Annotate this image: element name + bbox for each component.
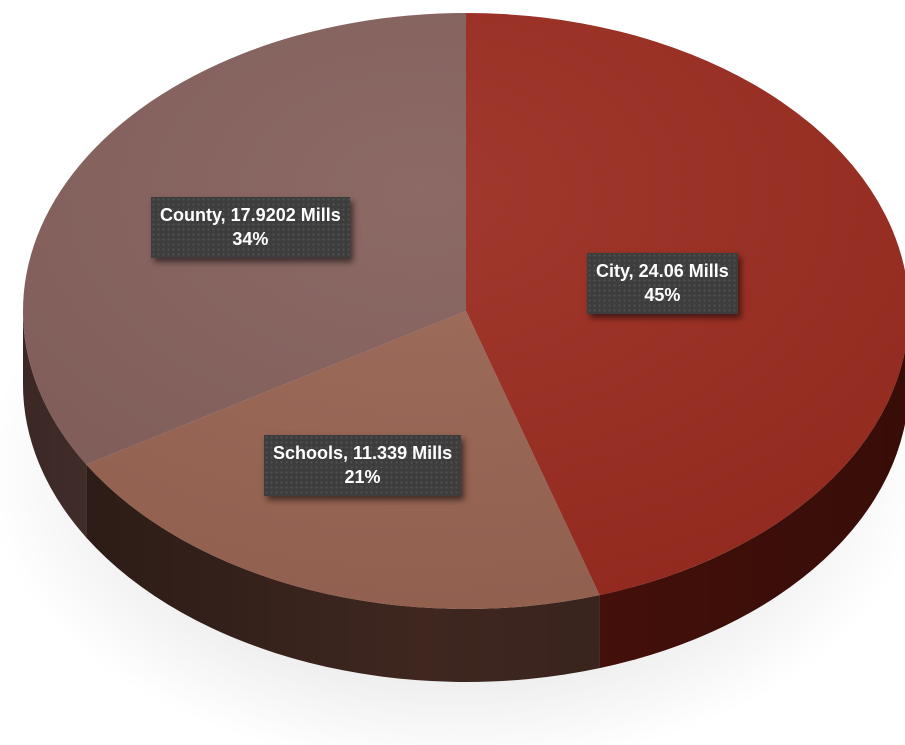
data-label-county: County, 17.9202 Mills 34% xyxy=(151,197,350,258)
data-label-city: City, 24.06 Mills 45% xyxy=(587,253,738,314)
pie-side-shading xyxy=(23,311,905,682)
pie-top-highlight xyxy=(23,13,905,609)
data-label-schools-text: Schools, 11.339 Mills xyxy=(273,443,453,463)
data-label-city-percent: 45% xyxy=(644,285,681,305)
data-label-schools-percent: 21% xyxy=(344,467,381,487)
data-label-schools: Schools, 11.339 Mills 21% xyxy=(264,435,462,496)
data-label-city-text: City, 24.06 Mills xyxy=(596,261,729,281)
data-label-county-percent: 34% xyxy=(232,229,269,249)
data-label-county-text: County, 17.9202 Mills xyxy=(160,205,341,225)
